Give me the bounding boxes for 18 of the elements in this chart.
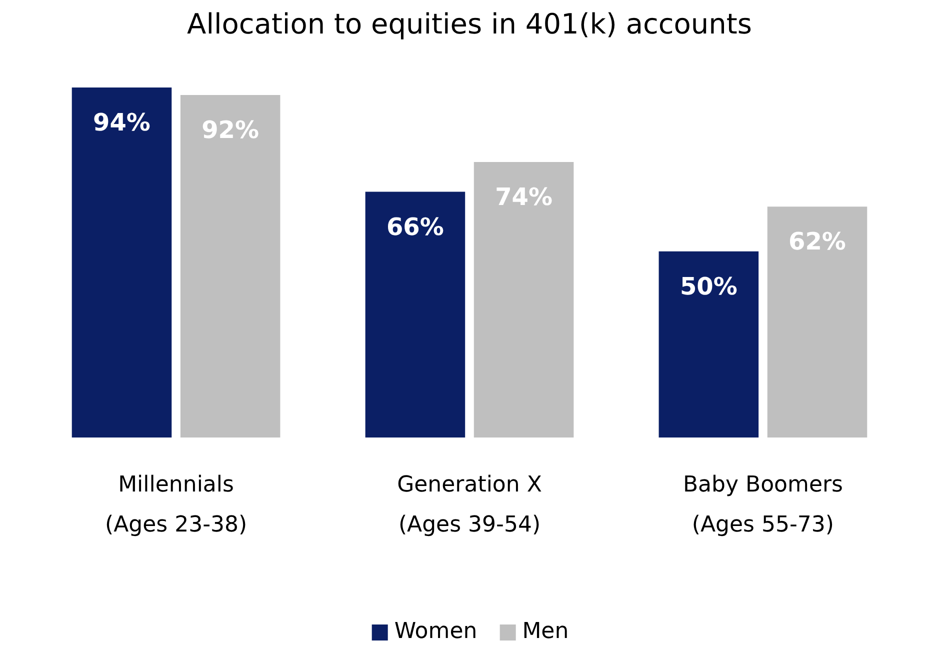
chart-title: Allocation to equities in 401(k) accounts [187, 8, 752, 40]
bar [658, 251, 759, 438]
bar [365, 192, 466, 438]
data-label: 66% [386, 212, 444, 241]
data-label: 50% [680, 272, 738, 300]
data-label: 74% [495, 182, 553, 211]
bar [767, 206, 868, 438]
bar [180, 94, 280, 438]
data-label: 94% [93, 108, 150, 136]
data-label: 62% [788, 228, 846, 256]
bar [72, 88, 172, 438]
x-tick-label: Generation X (Ages 39-54) [397, 472, 542, 538]
bar [474, 162, 574, 438]
legend-label: Women [394, 619, 478, 644]
x-tick-label: Millennials (Ages 23-38) [104, 472, 248, 538]
x-tick-label: Baby Boomers (Ages 55-73) [682, 472, 843, 538]
data-label: 92% [202, 116, 260, 144]
legend-label: Men [522, 619, 569, 644]
